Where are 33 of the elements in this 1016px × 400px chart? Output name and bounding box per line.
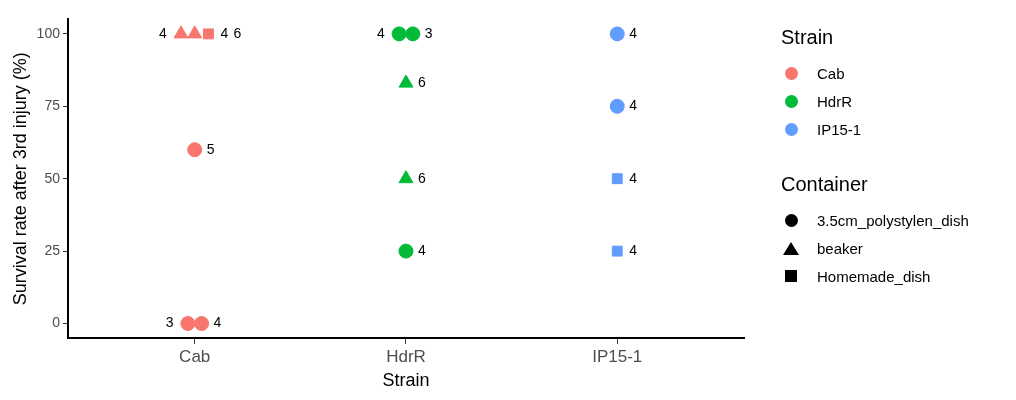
annotation: 5 — [206, 140, 215, 157]
category-label: Cab — [817, 64, 845, 82]
y-tick-label: 50 — [44, 169, 61, 186]
y-tick-label: 0 — [52, 314, 61, 331]
y-tick-label: 100 — [36, 24, 61, 41]
text: Container — [781, 173, 868, 195]
x-tick-label: Cab — [179, 346, 211, 366]
y-tick-label: 25 — [44, 241, 61, 258]
annotation: 6 — [233, 24, 242, 41]
annotation: 4 — [158, 24, 167, 41]
y-axis-title: Survival rate after 3rd injury (%) — [9, 52, 30, 306]
annotation: 3 — [165, 314, 174, 331]
y-tick-label: 75 — [44, 97, 61, 114]
x-axis-title: Strain — [382, 370, 430, 391]
text: 3.5cm_polystylen_dish — [817, 211, 969, 229]
x-tick-label: HdrR — [386, 346, 426, 366]
annotation: 4 — [629, 97, 638, 114]
annotation: 4 — [629, 169, 638, 186]
annotation: 4 — [417, 241, 426, 258]
annotation: 4 — [377, 24, 386, 41]
category-label: IP15-1 — [817, 120, 862, 138]
text: Strain — [781, 26, 834, 48]
annotation: 4 — [220, 24, 229, 41]
annotation: 6 — [417, 73, 426, 90]
x-tick-label: IP15-1 — [592, 346, 643, 366]
category-label: HdrR — [817, 92, 853, 110]
text: beaker — [817, 239, 863, 257]
annotation: 4 — [629, 24, 638, 41]
annotation: 4 — [213, 314, 222, 331]
annotation: 4 — [629, 241, 638, 258]
annotation: 6 — [417, 169, 426, 186]
annotation: 3 — [424, 24, 433, 41]
text: Homemade_dish — [817, 267, 931, 285]
